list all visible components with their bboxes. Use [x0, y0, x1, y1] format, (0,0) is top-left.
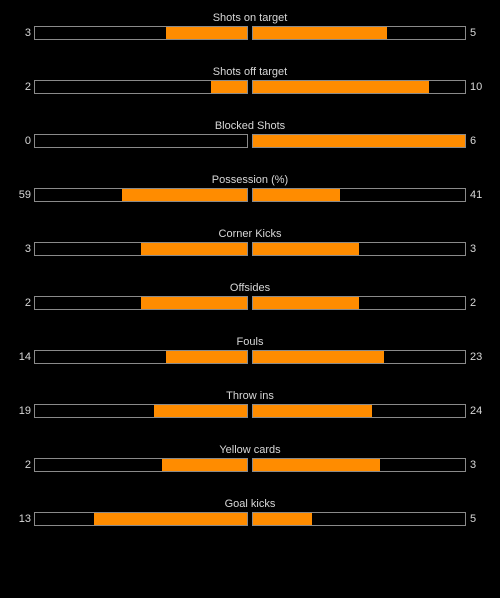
stat-row-corner-kicks: Corner Kicks 3 3 [0, 227, 500, 281]
away-value: 5 [470, 513, 477, 525]
away-bar-fill [253, 135, 465, 147]
away-bar [252, 458, 466, 472]
away-bar-fill [253, 297, 359, 309]
match-stats-panel: Shots on target 3 5 Shots off target 2 1… [0, 11, 500, 551]
stat-label: Fouls [236, 336, 264, 348]
home-bar-fill [141, 243, 247, 255]
home-bar-fill [210, 81, 247, 93]
stat-row-fouls: Fouls 14 23 [0, 335, 500, 389]
away-value: 23 [470, 351, 483, 363]
stat-row-possession: Possession (%) 59 41 [0, 173, 500, 227]
home-value: 2 [24, 297, 31, 309]
stat-row-throw-ins: Throw ins 19 24 [0, 389, 500, 443]
stat-row-yellow-cards: Yellow cards 2 3 [0, 443, 500, 497]
home-bar [34, 350, 248, 364]
stat-label: Offsides [229, 282, 271, 294]
away-value: 24 [470, 405, 483, 417]
stat-label: Throw ins [226, 390, 274, 402]
away-bar-fill [253, 189, 340, 201]
home-bar [34, 134, 248, 148]
away-bar-fill [253, 27, 387, 39]
home-bar [34, 404, 248, 418]
away-bar-fill [253, 81, 429, 93]
home-bar-fill [121, 189, 247, 201]
stat-row-shots-off-target: Shots off target 2 10 [0, 65, 500, 119]
away-value: 41 [470, 189, 483, 201]
away-bar [252, 512, 466, 526]
away-value: 10 [470, 81, 483, 93]
home-bar-fill [166, 351, 247, 363]
away-bar [252, 134, 466, 148]
away-bar-fill [253, 405, 372, 417]
away-value: 3 [470, 459, 477, 471]
home-bar-fill [141, 297, 247, 309]
away-value: 6 [470, 135, 477, 147]
away-bar [252, 350, 466, 364]
away-bar [252, 188, 466, 202]
away-value: 5 [470, 27, 477, 39]
stat-row-blocked-shots: Blocked Shots 0 6 [0, 119, 500, 173]
away-bar [252, 296, 466, 310]
stat-label: Shots off target [212, 66, 288, 78]
stat-label: Possession (%) [211, 174, 289, 186]
home-value: 13 [18, 513, 31, 525]
home-bar [34, 26, 248, 40]
away-bar [252, 80, 466, 94]
home-value: 59 [18, 189, 31, 201]
home-value: 3 [24, 243, 31, 255]
away-bar-fill [253, 351, 385, 363]
stat-row-goal-kicks: Goal kicks 13 5 [0, 497, 500, 551]
stat-label: Corner Kicks [218, 228, 282, 240]
away-value: 3 [470, 243, 477, 255]
home-bar [34, 188, 248, 202]
home-bar [34, 296, 248, 310]
home-value: 2 [24, 459, 31, 471]
stat-label: Blocked Shots [214, 120, 286, 132]
home-bar [34, 80, 248, 94]
stat-label: Yellow cards [219, 444, 281, 456]
away-bar [252, 26, 466, 40]
home-bar [34, 512, 248, 526]
home-value: 19 [18, 405, 31, 417]
home-value: 0 [24, 135, 31, 147]
away-bar-fill [253, 513, 313, 525]
home-bar-fill [166, 27, 247, 39]
away-value: 2 [470, 297, 477, 309]
home-bar [34, 458, 248, 472]
home-value: 2 [24, 81, 31, 93]
stat-label: Shots on target [212, 12, 288, 24]
stat-row-shots-on-target: Shots on target 3 5 [0, 11, 500, 65]
home-value: 3 [24, 27, 31, 39]
home-bar-fill [94, 513, 247, 525]
away-bar [252, 404, 466, 418]
away-bar [252, 242, 466, 256]
stat-row-offsides: Offsides 2 2 [0, 281, 500, 335]
home-value: 14 [18, 351, 31, 363]
home-bar [34, 242, 248, 256]
away-bar-fill [253, 459, 381, 471]
home-bar-fill [153, 405, 247, 417]
stat-label: Goal kicks [224, 498, 276, 510]
home-bar-fill [162, 459, 247, 471]
away-bar-fill [253, 243, 359, 255]
